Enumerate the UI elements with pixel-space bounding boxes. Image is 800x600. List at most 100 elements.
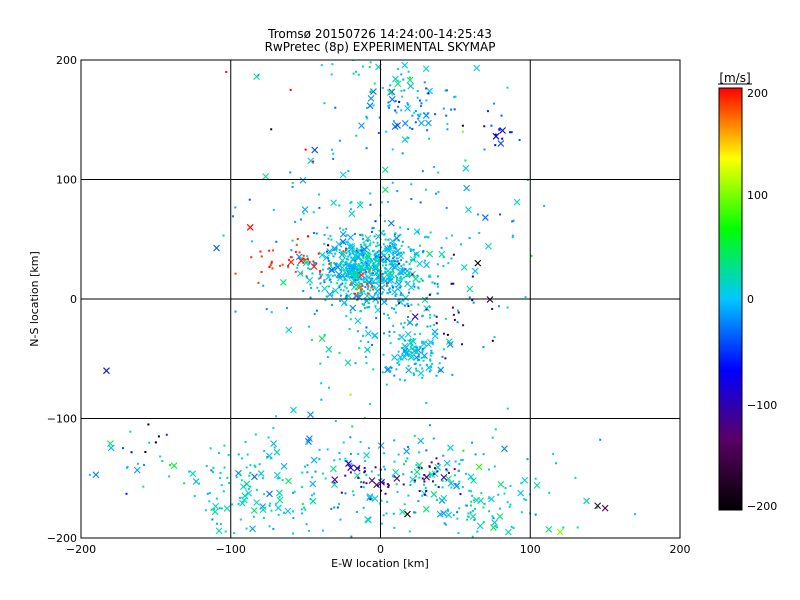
scatter-point — [412, 338, 415, 341]
scatter-point — [349, 436, 352, 439]
scatter-point — [483, 125, 486, 128]
scatter-point — [425, 363, 428, 366]
scatter-cross — [354, 317, 362, 325]
scatter-point — [333, 249, 336, 252]
scatter-cross — [408, 352, 416, 360]
scatter-point — [400, 259, 403, 262]
scatter-point — [339, 227, 342, 230]
scatter-point — [258, 463, 261, 466]
scatter-point — [331, 303, 334, 306]
scatter-point — [382, 243, 385, 246]
scatter-point — [223, 444, 226, 447]
scatter-point — [523, 498, 526, 501]
scatter-cross — [361, 259, 369, 267]
scatter-point — [413, 345, 416, 348]
scatter-point — [361, 284, 364, 287]
scatter-point — [304, 148, 307, 151]
scatter-point — [414, 362, 417, 365]
scatter-point — [402, 473, 405, 476]
scatter-point — [206, 492, 209, 495]
scatter-point — [144, 450, 147, 453]
scatter-point — [364, 270, 367, 273]
scatter-point — [347, 272, 350, 275]
scatter-point — [411, 127, 414, 130]
scatter-point — [445, 114, 448, 117]
scatter-cross — [378, 229, 385, 237]
scatter-point — [461, 343, 464, 346]
scatter-point — [241, 457, 244, 460]
scatter-point — [362, 278, 365, 281]
scatter-point — [270, 311, 273, 314]
scatter-point — [397, 105, 400, 108]
scatter-cross — [331, 245, 338, 253]
scatter-point — [369, 61, 372, 64]
scatter-cross — [492, 132, 500, 140]
scatter-cross — [445, 475, 452, 483]
scatter-cross — [354, 283, 362, 291]
scatter-point — [428, 465, 431, 468]
scatter-cross — [318, 335, 326, 342]
scatter-point — [416, 274, 419, 277]
colorbar-tick-label: 0 — [747, 293, 754, 306]
scatter-point — [400, 272, 403, 275]
scatter-point — [432, 323, 435, 326]
scatter-point — [349, 471, 352, 474]
scatter-cross — [262, 173, 269, 180]
scatter-cross — [373, 257, 381, 265]
scatter-point — [317, 252, 320, 255]
scatter-cross — [377, 442, 385, 449]
scatter-point — [373, 264, 376, 267]
scatter-point — [375, 281, 378, 284]
scatter-point — [534, 477, 537, 480]
scatter-point — [373, 82, 376, 85]
scatter-point — [414, 110, 417, 113]
scatter-point — [306, 258, 309, 261]
scatter-point — [396, 254, 399, 257]
scatter-point — [334, 274, 337, 277]
scatter-point — [346, 267, 349, 270]
scatter-point — [319, 362, 322, 365]
scatter-point — [473, 518, 476, 521]
scatter-point — [387, 238, 390, 241]
scatter-point — [423, 81, 426, 84]
scatter-cross — [473, 496, 481, 504]
scatter-cross — [368, 477, 376, 484]
scatter-point — [294, 250, 297, 253]
scatter-cross — [92, 471, 100, 479]
scatter-point — [349, 393, 352, 396]
scatter-point — [401, 240, 404, 243]
scatter-point — [442, 332, 445, 335]
scatter-cross — [440, 494, 448, 502]
scatter-point — [362, 334, 365, 337]
scatter-point — [364, 299, 367, 302]
scatter-point — [458, 507, 461, 510]
scatter-point — [362, 303, 365, 306]
scatter-point — [345, 287, 348, 290]
scatter-point — [395, 483, 398, 486]
scatter-point — [300, 257, 303, 260]
scatter-cross — [331, 476, 339, 484]
scatter-cross — [325, 345, 333, 353]
scatter-cross — [473, 64, 481, 72]
scatter-cross — [358, 122, 365, 130]
scatter-point — [366, 280, 369, 283]
scatter-point — [434, 484, 437, 487]
scatter-point — [248, 198, 251, 201]
scatter-point — [413, 285, 416, 288]
scatter-point — [452, 282, 455, 285]
scatter-cross — [211, 508, 219, 516]
scatter-point — [198, 482, 201, 485]
scatter-point — [374, 292, 377, 295]
scatter-point — [369, 289, 372, 292]
scatter-point — [373, 254, 376, 257]
scatter-point — [435, 322, 438, 325]
scatter-point — [377, 131, 380, 134]
scatter-point — [450, 486, 453, 489]
scatter-point — [387, 257, 390, 260]
scatter-point — [458, 480, 461, 483]
scatter-point — [399, 233, 402, 236]
scatter-point — [212, 466, 215, 469]
scatter-point — [365, 482, 368, 485]
scatter-point — [387, 484, 390, 487]
scatter-point — [420, 102, 423, 105]
